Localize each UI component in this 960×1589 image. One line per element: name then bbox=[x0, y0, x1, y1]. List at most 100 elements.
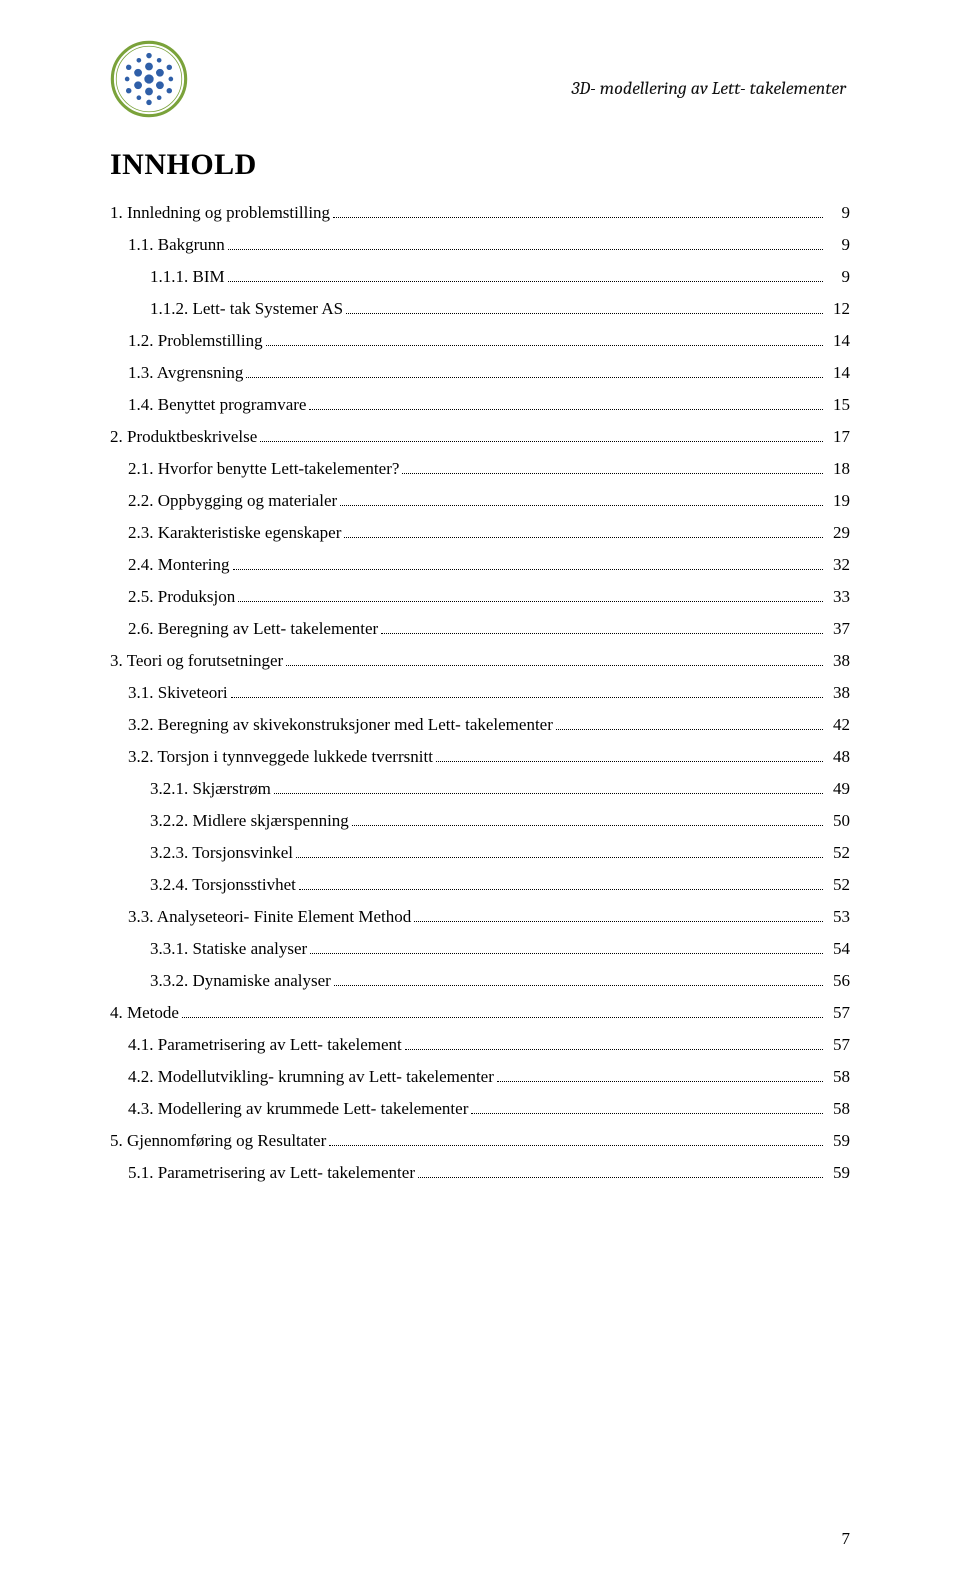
toc-entry-page: 32 bbox=[826, 556, 850, 573]
toc-entry[interactable]: 3.2. Beregning av skivekonstruksjoner me… bbox=[110, 716, 850, 733]
university-logo bbox=[110, 40, 188, 118]
toc-entry[interactable]: 2. Produktbeskrivelse17 bbox=[110, 428, 850, 445]
toc-entry-label: 5.1. Parametrisering av Lett- takelement… bbox=[128, 1164, 415, 1181]
toc-entry[interactable]: 1.1.2. Lett- tak Systemer AS 12 bbox=[110, 300, 850, 317]
toc-entry-page: 54 bbox=[826, 940, 850, 957]
toc-entry[interactable]: 4.3. Modellering av krummede Lett- takel… bbox=[110, 1100, 850, 1117]
toc-entry[interactable]: 1.4. Benyttet programvare15 bbox=[110, 396, 850, 413]
toc-entry-page: 19 bbox=[826, 492, 850, 509]
toc-entry-page: 9 bbox=[826, 236, 850, 253]
toc-leader bbox=[418, 1164, 823, 1178]
toc-leader bbox=[286, 652, 823, 666]
toc-entry-page: 38 bbox=[826, 652, 850, 669]
toc-entry-label: 4.1. Parametrisering av Lett- takelement bbox=[128, 1036, 402, 1053]
toc-entry-page: 57 bbox=[826, 1004, 850, 1021]
toc-entry-label: 3.2.3. Torsjonsvinkel bbox=[150, 844, 293, 861]
toc-entry[interactable]: 4.2. Modellutvikling- krumning av Lett- … bbox=[110, 1068, 850, 1085]
toc-entry[interactable]: 3.2.4. Torsjonsstivhet52 bbox=[110, 876, 850, 893]
toc-entry-label: 3.3. Analyseteori- Finite Element Method bbox=[128, 908, 411, 925]
toc-entry[interactable]: 2.2. Oppbygging og materialer19 bbox=[110, 492, 850, 509]
page-title: INNHOLD bbox=[110, 148, 850, 182]
toc-entry[interactable]: 3.3. Analyseteori- Finite Element Method… bbox=[110, 908, 850, 925]
toc-leader bbox=[266, 332, 823, 346]
toc-entry-page: 17 bbox=[826, 428, 850, 445]
toc-entry[interactable]: 2.5. Produksjon 33 bbox=[110, 588, 850, 605]
toc-entry[interactable]: 1.1.1. BIM9 bbox=[110, 268, 850, 285]
toc-entry[interactable]: 4.1. Parametrisering av Lett- takelement… bbox=[110, 1036, 850, 1053]
toc-leader bbox=[309, 396, 823, 410]
toc-entry-label: 2.1. Hvorfor benytte Lett-takelementer? bbox=[128, 460, 399, 477]
toc-leader bbox=[274, 780, 823, 794]
toc-entry-page: 59 bbox=[826, 1164, 850, 1181]
toc-entry-page: 12 bbox=[826, 300, 850, 317]
toc-leader bbox=[556, 716, 823, 730]
toc-entry[interactable]: 1. Innledning og problemstilling 9 bbox=[110, 204, 850, 221]
toc-entry-label: 3.2. Beregning av skivekonstruksjoner me… bbox=[128, 716, 553, 733]
toc-entry-label: 2.6. Beregning av Lett- takelementer bbox=[128, 620, 378, 637]
toc-leader bbox=[182, 1004, 823, 1018]
toc-leader bbox=[402, 460, 823, 474]
toc-entry-label: 3.2.2. Midlere skjærspenning bbox=[150, 812, 349, 829]
toc-leader bbox=[299, 876, 823, 890]
toc-entry-page: 58 bbox=[826, 1100, 850, 1117]
toc-entry-page: 38 bbox=[826, 684, 850, 701]
toc-entry-label: 3.3.1. Statiske analyser bbox=[150, 940, 307, 957]
toc-entry-page: 59 bbox=[826, 1132, 850, 1149]
toc-entry[interactable]: 1.3. Avgrensning 14 bbox=[110, 364, 850, 381]
toc-entry[interactable]: 3.3.2. Dynamiske analyser56 bbox=[110, 972, 850, 989]
toc-entry-page: 9 bbox=[826, 204, 850, 221]
toc-entry[interactable]: 2.6. Beregning av Lett- takelementer37 bbox=[110, 620, 850, 637]
toc-entry-label: 3.1. Skiveteori bbox=[128, 684, 228, 701]
toc-entry-page: 58 bbox=[826, 1068, 850, 1085]
toc-entry[interactable]: 3.1. Skiveteori 38 bbox=[110, 684, 850, 701]
toc-entry-label: 2.4. Montering bbox=[128, 556, 230, 573]
toc-entry[interactable]: 1.2. Problemstilling 14 bbox=[110, 332, 850, 349]
toc-entry-label: 3.3.2. Dynamiske analyser bbox=[150, 972, 331, 989]
toc-entry[interactable]: 5.1. Parametrisering av Lett- takelement… bbox=[110, 1164, 850, 1181]
toc-entry[interactable]: 2.4. Montering 32 bbox=[110, 556, 850, 573]
toc-entry-page: 48 bbox=[826, 748, 850, 765]
toc-entry[interactable]: 3. Teori og forutsetninger38 bbox=[110, 652, 850, 669]
toc-leader bbox=[310, 940, 823, 954]
toc-leader bbox=[340, 492, 823, 506]
toc-entry-page: 14 bbox=[826, 364, 850, 381]
toc-leader bbox=[497, 1068, 823, 1082]
toc-leader bbox=[228, 268, 823, 282]
toc-entry-page: 14 bbox=[826, 332, 850, 349]
toc-entry-label: 1.1.1. BIM bbox=[150, 268, 225, 285]
toc-entry-label: 3.2.1. Skjærstrøm bbox=[150, 780, 271, 797]
running-title: 3D- modellering av Lett- takelementer bbox=[572, 78, 846, 99]
toc-entry[interactable]: 2.3. Karakteristiske egenskaper29 bbox=[110, 524, 850, 541]
toc-entry-label: 2.5. Produksjon bbox=[128, 588, 235, 605]
toc-entry[interactable]: 3.2. Torsjon i tynnveggede lukkede tverr… bbox=[110, 748, 850, 765]
toc-leader bbox=[381, 620, 823, 634]
toc-entry[interactable]: 3.2.2. Midlere skjærspenning 50 bbox=[110, 812, 850, 829]
toc-entry-page: 42 bbox=[826, 716, 850, 733]
toc-entry-label: 1.3. Avgrensning bbox=[128, 364, 243, 381]
toc-entry-label: 1.4. Benyttet programvare bbox=[128, 396, 306, 413]
toc-entry[interactable]: 1.1. Bakgrunn 9 bbox=[110, 236, 850, 253]
toc-entry-label: 1.1.2. Lett- tak Systemer AS bbox=[150, 300, 343, 317]
toc-leader bbox=[346, 300, 823, 314]
toc-entry[interactable]: 2.1. Hvorfor benytte Lett-takelementer?1… bbox=[110, 460, 850, 477]
toc-leader bbox=[246, 364, 823, 378]
toc-entry-label: 4. Metode bbox=[110, 1004, 179, 1021]
toc-entry-label: 1.2. Problemstilling bbox=[128, 332, 263, 349]
toc-leader bbox=[471, 1100, 823, 1114]
toc-entry-label: 1.1. Bakgrunn bbox=[128, 236, 225, 253]
toc-entry[interactable]: 5. Gjennomføring og Resultater59 bbox=[110, 1132, 850, 1149]
toc-entry[interactable]: 3.3.1. Statiske analyser 54 bbox=[110, 940, 850, 957]
toc-leader bbox=[344, 524, 823, 538]
toc-entry-page: 52 bbox=[826, 844, 850, 861]
toc-entry[interactable]: 3.2.3. Torsjonsvinkel 52 bbox=[110, 844, 850, 861]
toc-entry-page: 33 bbox=[826, 588, 850, 605]
toc-leader bbox=[231, 684, 823, 698]
toc-leader bbox=[333, 204, 823, 218]
toc-leader bbox=[260, 428, 823, 442]
toc-entry[interactable]: 4. Metode 57 bbox=[110, 1004, 850, 1021]
toc-entry-page: 50 bbox=[826, 812, 850, 829]
toc-entry-label: 1. Innledning og problemstilling bbox=[110, 204, 330, 221]
toc-entry-label: 3.2. Torsjon i tynnveggede lukkede tverr… bbox=[128, 748, 433, 765]
toc-entry[interactable]: 3.2.1. Skjærstrøm49 bbox=[110, 780, 850, 797]
toc-entry-page: 53 bbox=[826, 908, 850, 925]
